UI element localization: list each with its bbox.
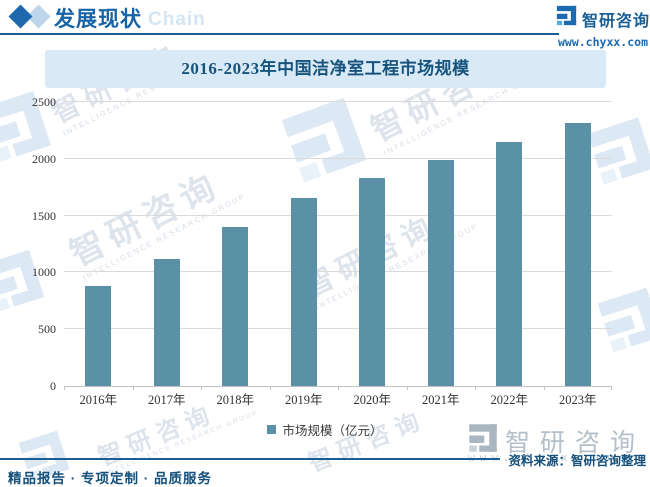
y-tick-label: 500: [38, 322, 56, 337]
watermark-brand-url: www.chyxx.com: [468, 451, 620, 464]
x-tick-label: 2020年: [353, 393, 391, 407]
chart-legend: 市场规模（亿元）: [0, 420, 650, 439]
bar-2019年: [290, 198, 317, 386]
x-axis-tick: [269, 386, 271, 390]
x-tick-label: 2018年: [216, 393, 254, 407]
bar-2023年: [564, 123, 591, 386]
plot-area: [64, 101, 612, 390]
x-tick-label: 2021年: [421, 393, 460, 407]
bar-2022年: [496, 141, 523, 386]
brand-url: www.chyxx.com: [557, 35, 648, 49]
x-axis-tick: [64, 386, 65, 390]
x-tick-label: 2023年: [558, 393, 597, 407]
header-divider: [0, 33, 559, 35]
y-tick-label: 1000: [32, 265, 56, 280]
y-tick-label: 1500: [32, 208, 56, 223]
brand-name: 智研咨询: [582, 13, 650, 30]
y-tick-label: 2000: [32, 151, 56, 166]
legend-label: 市场规模（亿元）: [282, 424, 383, 438]
gridline: [64, 101, 612, 102]
x-axis-labels: 2016年 2017年 2018年 2019年 2020年 2021年 2022年 2023年: [64, 392, 612, 408]
x-tick-label: 2019年: [284, 393, 323, 407]
bar-2017年: [153, 258, 180, 386]
x-tick-label: 2017年: [147, 393, 186, 407]
x-tick-label: 2022年: [490, 393, 528, 407]
diamond-icon: [8, 4, 33, 29]
x-axis-tick: [611, 386, 612, 390]
y-tick-label: 2500: [32, 95, 56, 109]
section-watermark-text: Chain: [148, 9, 206, 30]
chart-title-banner: 2016-2023年中国洁净室工程市场规模: [45, 50, 606, 88]
x-axis-tick: [543, 386, 545, 390]
gridline: [64, 271, 612, 273]
x-tick-label: 2016年: [79, 393, 117, 407]
gridline: [64, 157, 612, 159]
x-axis-tick: [338, 386, 339, 390]
chart-title: 2016-2023年中国洁净室工程市场规模: [181, 59, 470, 78]
x-axis-tick: [201, 386, 202, 390]
legend-marker: [267, 425, 277, 434]
footer-divider: [0, 458, 500, 460]
y-axis: 0 500 1000 1500 2000 2500: [0, 95, 57, 393]
brand-logo-icon: [556, 5, 577, 26]
x-axis-tick: [406, 386, 408, 390]
bar-2021年: [427, 159, 454, 386]
gridline: [64, 214, 612, 216]
footer-tagline: 精品报告 · 专项定制 · 品质服务: [8, 471, 212, 486]
x-axis-tick: [132, 386, 134, 390]
y-tick-label: 0: [50, 379, 56, 393]
bar-2020年: [359, 178, 386, 386]
watermark-brand-name: 智研咨询: [505, 429, 646, 457]
section-title: 发展现状: [54, 8, 142, 31]
data-source: 资料来源：智研咨询整理: [508, 454, 646, 468]
gridline: [64, 328, 612, 330]
x-axis-tick: [475, 386, 476, 390]
bar-2018年: [222, 226, 249, 386]
bar-2016年: [85, 286, 112, 386]
watermark-text: 智研咨询: [304, 406, 430, 478]
